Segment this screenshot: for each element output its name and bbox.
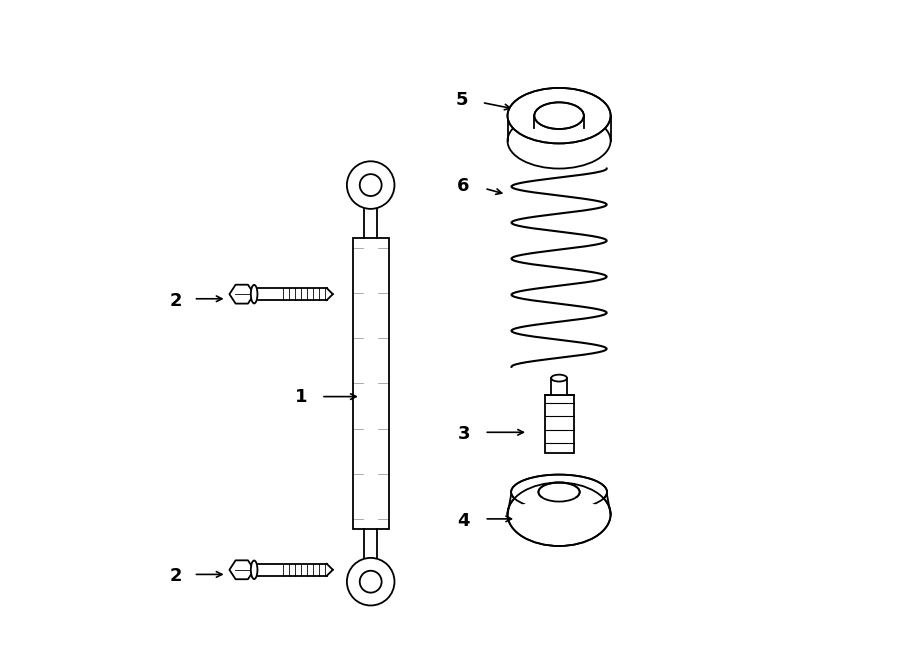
Ellipse shape <box>511 475 607 510</box>
Text: 1: 1 <box>295 387 308 406</box>
Bar <box>353 238 389 529</box>
Circle shape <box>346 161 394 209</box>
Circle shape <box>360 174 382 196</box>
Polygon shape <box>257 564 327 576</box>
Ellipse shape <box>251 561 257 579</box>
Text: 6: 6 <box>457 177 470 196</box>
Text: 3: 3 <box>457 425 470 444</box>
Circle shape <box>360 570 382 593</box>
Bar <box>544 395 573 453</box>
Ellipse shape <box>538 483 580 502</box>
Ellipse shape <box>508 483 610 546</box>
Wedge shape <box>514 492 604 540</box>
Text: 4: 4 <box>457 512 470 530</box>
Ellipse shape <box>535 102 584 129</box>
Polygon shape <box>230 561 254 579</box>
Ellipse shape <box>535 115 584 141</box>
Polygon shape <box>257 288 327 300</box>
Polygon shape <box>230 285 254 303</box>
Text: 2: 2 <box>170 292 183 310</box>
Ellipse shape <box>551 375 567 381</box>
Text: 2: 2 <box>170 567 183 586</box>
Circle shape <box>346 558 394 605</box>
Text: 5: 5 <box>455 91 468 110</box>
Bar <box>551 378 567 395</box>
Ellipse shape <box>508 113 610 169</box>
Ellipse shape <box>251 285 257 303</box>
Ellipse shape <box>508 88 610 143</box>
